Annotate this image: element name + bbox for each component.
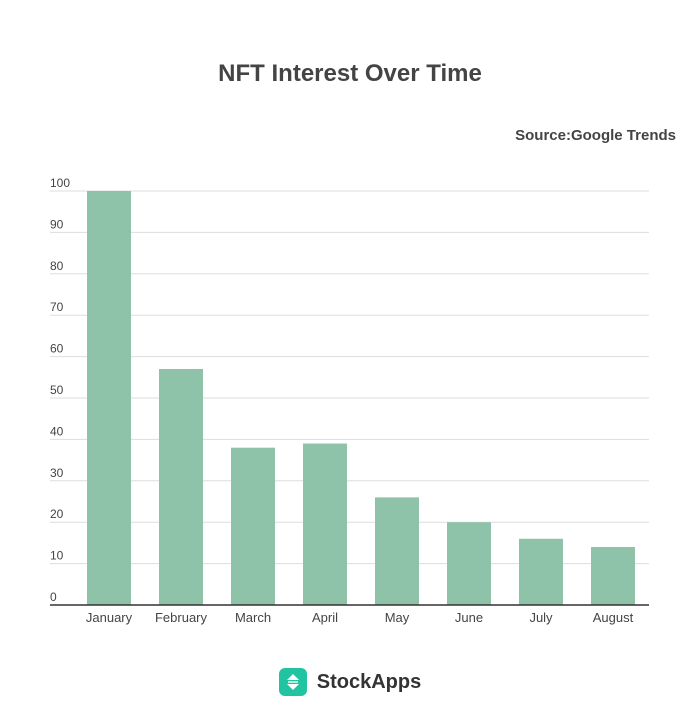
x-tick-label: May [385,610,410,625]
bar-august [591,547,635,605]
brand-name: StockApps [316,670,422,693]
y-tick-label: 60 [50,342,64,356]
stockapps-logo-icon [278,668,307,696]
y-tick-label: 90 [50,217,64,231]
x-tick-label: June [455,610,483,625]
bar-february [159,369,203,605]
bar-january [87,191,131,605]
bar-july [519,538,563,605]
chart-title: NFT Interest Over Time [218,60,482,87]
y-tick-label: 40 [50,424,64,438]
y-tick-label: 80 [50,259,64,273]
y-tick-label: 10 [50,549,64,563]
brand-footer: StockApps [0,668,700,696]
x-tick-label: April [312,610,338,625]
bar-april [303,443,347,605]
x-tick-label: August [593,610,634,625]
x-tick-label: February [155,610,208,625]
y-tick-label: 30 [50,466,64,480]
y-tick-label: 0 [50,590,57,604]
y-tick-label: 20 [50,507,64,521]
y-tick-label: 70 [50,300,64,314]
y-tick-label: 50 [50,383,64,397]
bar-may [375,497,419,605]
x-tick-label: March [235,610,271,625]
x-tick-label: January [86,610,133,625]
chart-source: Source:Google Trends [515,127,676,144]
bar-june [447,522,491,605]
y-tick-label: 100 [50,176,70,190]
x-tick-label: July [529,610,553,625]
bar-march [231,447,275,605]
